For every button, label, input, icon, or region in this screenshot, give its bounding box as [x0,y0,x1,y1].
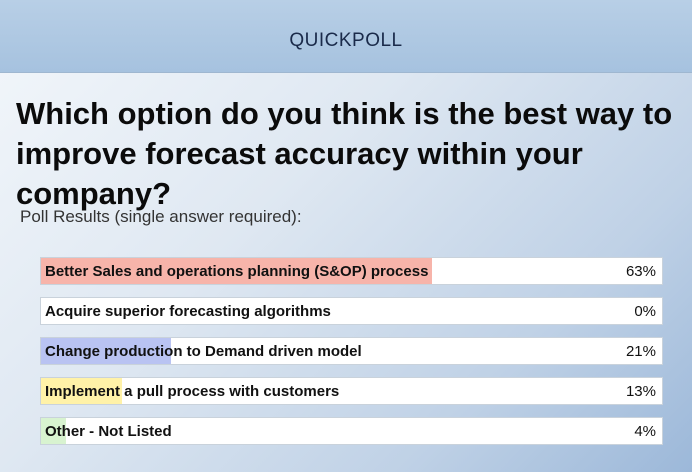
result-label: Better Sales and operations planning (S&… [45,263,429,280]
result-bar-fill [41,338,172,364]
result-percent: 0% [634,303,656,320]
result-label: Acquire superior forecasting algorithms [45,303,331,320]
poll-results-list: Better Sales and operations planning (S&… [40,257,663,457]
result-bar-fill [41,418,66,444]
poll-result-row-3: Change production to Demand driven model… [40,337,663,365]
poll-result-row-4: Implement a pull process with customers … [40,377,663,405]
poll-result-row-2: Acquire superior forecasting algorithms … [40,297,663,325]
result-percent: 13% [625,383,656,400]
poll-result-row-5: Other - Not Listed 4% [40,417,663,445]
poll-result-row-1: Better Sales and operations planning (S&… [40,257,663,285]
result-percent: 4% [634,423,656,440]
result-bar-fill [41,378,122,404]
result-percent: 63% [625,263,656,280]
result-label: Implement a pull process with customers [45,383,340,400]
poll-header: QUICKPOLL [0,0,692,73]
poll-question: Which option do you think is the best wa… [16,96,673,211]
result-label: Change production to Demand driven model [45,343,362,360]
result-label: Other - Not Listed [45,423,172,440]
poll-results-subtitle: Poll Results (single answer required): [20,207,302,226]
result-percent: 21% [625,343,656,360]
poll-title: QUICKPOLL [289,30,403,51]
result-bar-fill [41,258,433,284]
